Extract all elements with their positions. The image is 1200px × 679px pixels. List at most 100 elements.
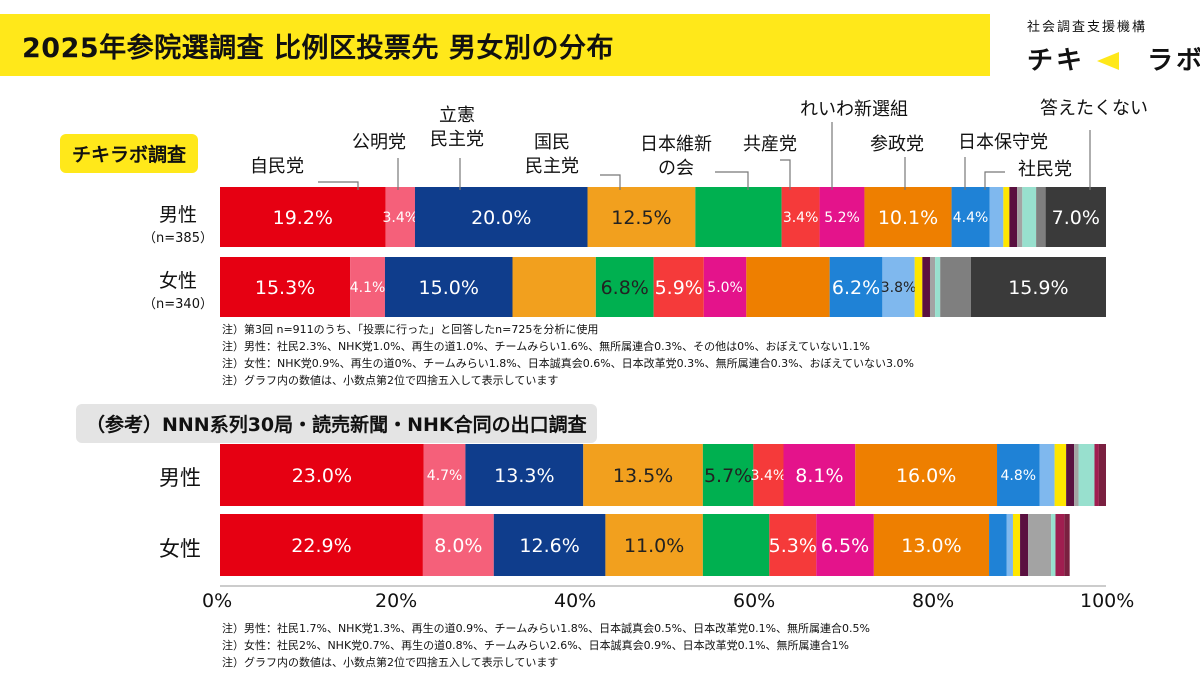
note-1-3: 注）グラフ内の数値は、小数点第2位で四捨五入して表示しています xyxy=(222,374,559,387)
callout-dpfp: 国民 民主党 xyxy=(525,132,579,177)
row-label-male-2: 男性 xyxy=(159,466,201,490)
bar-0-0-15 xyxy=(1045,187,1106,247)
bar-label-0-0-8: 4.4% xyxy=(953,210,989,226)
bar-1-1-14 xyxy=(1055,514,1065,576)
bar-1-0-10 xyxy=(1054,444,1067,506)
bar-label-1-0-6: 8.1% xyxy=(795,465,843,487)
x-tick-100: 100% xyxy=(1080,590,1135,612)
bar-label-0-0-3: 12.5% xyxy=(611,207,671,229)
callout-line-9 xyxy=(984,171,1005,190)
bar-0-1-10 xyxy=(914,257,923,317)
callout-line-0 xyxy=(318,181,359,190)
bar-label-1-0-8: 4.8% xyxy=(1000,468,1036,484)
callout-cdp: 立憲 民主党 xyxy=(430,105,484,150)
bar-label-1-1-0: 22.9% xyxy=(291,535,351,557)
callout-jcp: 共産党 xyxy=(743,134,797,155)
bar-0-0-1 xyxy=(385,187,415,247)
bar-0-1-4 xyxy=(595,257,654,317)
notes-2: 注）男性：社民1.7%、NHK党1.3%、再生の道0.9%、チームみらい1.8%… xyxy=(222,620,870,671)
bar-1-1-5 xyxy=(769,514,817,576)
bar-1-1-15 xyxy=(1064,514,1070,576)
bar-0-1-2 xyxy=(384,257,513,317)
bar-1-1-0 xyxy=(220,514,423,576)
bar-0-1-8 xyxy=(829,257,883,317)
bar-0-0-11 xyxy=(1009,187,1018,247)
bar-1-1-9 xyxy=(1006,514,1013,576)
bar-0-0-6 xyxy=(819,187,865,247)
bar-label-0-0-5: 3.4% xyxy=(783,210,819,226)
row-label-female-1: 女性 （n=340） xyxy=(138,266,218,312)
bar-0-1-0 xyxy=(220,257,351,317)
bar-label-0-1-6: 5.0% xyxy=(707,280,743,296)
bar-label-0-1-9: 3.8% xyxy=(881,280,917,296)
row-label-female-1-text: 女性 xyxy=(158,270,197,292)
callout-sdp: 社民党 xyxy=(1018,159,1072,180)
bar-1-0-6 xyxy=(783,444,856,506)
bar-label-0-0-7: 10.1% xyxy=(878,207,938,229)
bar-1-1-11 xyxy=(1020,514,1029,576)
bar-label-0-1-0: 15.3% xyxy=(255,277,315,299)
bar-1-1-4 xyxy=(702,514,770,576)
bar-label-1-0-3: 13.5% xyxy=(613,465,673,487)
bar-1-0-1 xyxy=(423,444,466,506)
callout-reiwa: れいわ新選組 xyxy=(800,99,908,120)
bar-0-1-3 xyxy=(512,257,596,317)
x-tick-0: 0% xyxy=(202,590,233,612)
brand: 社会調査支援機構 チキ ラボ xyxy=(1005,10,1200,80)
section1-label: チキラボ調査 xyxy=(60,134,199,173)
bar-0-0-13 xyxy=(1022,187,1037,247)
callout-noanswer: 答えたくない xyxy=(1040,98,1148,119)
bar-1-1-6 xyxy=(816,514,874,576)
bar-1-0-14 xyxy=(1094,444,1099,506)
brand-logo: チキ ラボ xyxy=(1027,40,1200,77)
callout-line-4 xyxy=(715,171,749,190)
bar-0-1-9 xyxy=(882,257,915,317)
note-2-1: 注）女性：社民2%、NHK党0.7%、再生の道0.8%、チームみらい2.6%、日… xyxy=(222,639,850,652)
bar-1-1-7 xyxy=(873,514,990,576)
bar-0-1-6 xyxy=(703,257,747,317)
bar-1-0-5 xyxy=(753,444,784,506)
bar-1-0-12 xyxy=(1074,444,1079,506)
bar-0-0-9 xyxy=(989,187,1004,247)
bar-1-0-2 xyxy=(465,444,584,506)
bar-0-0-3 xyxy=(587,187,696,247)
bar-label-1-1-5: 5.3% xyxy=(769,535,817,557)
bar-0-1-7 xyxy=(746,257,830,317)
bar-0-0-7 xyxy=(864,187,952,247)
bar-label-0-1-5: 5.9% xyxy=(655,277,703,299)
bar-label-0-0-2: 20.0% xyxy=(471,207,531,229)
bar-1-0-0 xyxy=(220,444,424,506)
note-1-0: 注）第3回 n=911のうち、「投票に行った」と回答したn=725を分析に使用 xyxy=(222,323,599,336)
bar-1-0-11 xyxy=(1066,444,1075,506)
bar-label-1-0-1: 4.7% xyxy=(427,468,463,484)
row-label-male-1-text: 男性 xyxy=(158,204,197,226)
bar-1-1-10 xyxy=(1012,514,1021,576)
x-tick-80: 80% xyxy=(912,590,955,612)
bar-0-0-5 xyxy=(781,187,820,247)
note-2-0: 注）男性：社民1.7%、NHK党1.3%、再生の道0.9%、チームみらい1.8%… xyxy=(222,622,871,635)
bar-label-1-0-0: 23.0% xyxy=(292,465,352,487)
callout-sansei: 参政党 xyxy=(870,134,924,155)
bar-1-1-3 xyxy=(605,514,703,576)
bar-1-1-1 xyxy=(422,514,494,576)
bar-1-0-4 xyxy=(702,444,754,506)
bar-label-0-1-1: 4.1% xyxy=(350,280,386,296)
bar-label-0-1-15: 15.9% xyxy=(1008,277,1068,299)
note-2-2: 注）グラフ内の数値は、小数点第2位で四捨五入して表示しています xyxy=(222,656,559,669)
bar-0-0-12 xyxy=(1017,187,1023,247)
bar-1-1-8 xyxy=(989,514,1007,576)
bar-label-0-0-0: 19.2% xyxy=(273,207,333,229)
brand-logo-part2: ラボ xyxy=(1147,46,1200,76)
bar-0-0-2 xyxy=(414,187,588,247)
bar-0-1-1 xyxy=(350,257,385,317)
bar-1-1-13 xyxy=(1051,514,1056,576)
bar-0-1-5 xyxy=(653,257,704,317)
bar-1-0-13 xyxy=(1078,444,1095,506)
bar-0-0-4 xyxy=(695,187,782,247)
bar-0-1-11 xyxy=(922,257,930,317)
bar-label-0-1-4: 6.8% xyxy=(601,277,649,299)
bar-1-0-3 xyxy=(583,444,703,506)
bar-0-1-13 xyxy=(935,257,941,317)
bar-1-0-15 xyxy=(1098,444,1106,506)
